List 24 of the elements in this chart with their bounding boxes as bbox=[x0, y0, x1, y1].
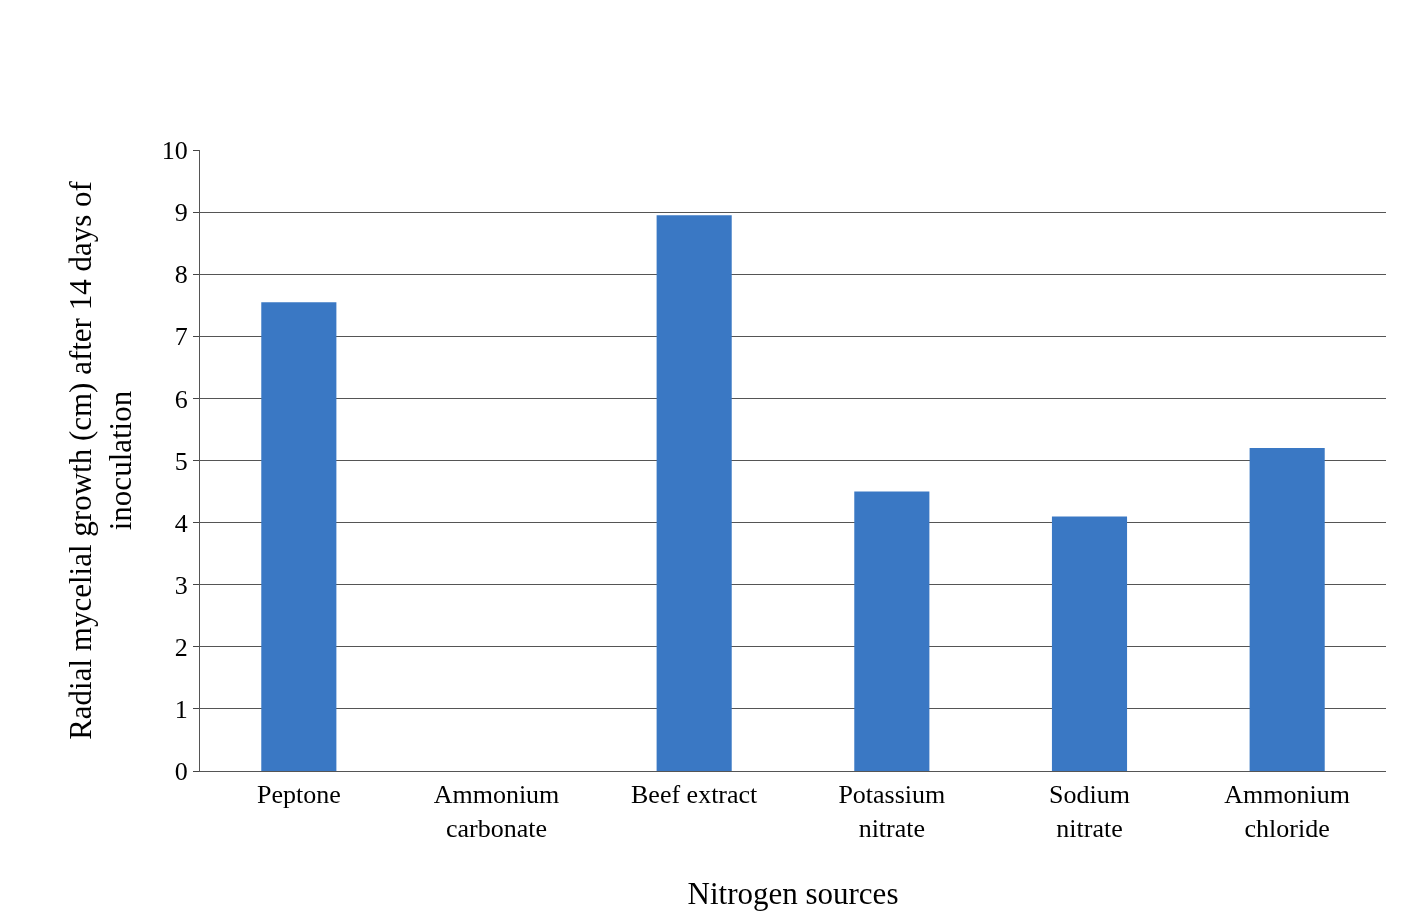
y-tick-label: 9 bbox=[174, 198, 188, 228]
x-tick-label: Peptone bbox=[256, 780, 341, 810]
bar bbox=[656, 215, 732, 771]
x-tick-label: Ammonium carbonate bbox=[433, 780, 560, 843]
x-tick-label: Beef extract bbox=[631, 780, 759, 810]
bar bbox=[1249, 448, 1325, 771]
bar bbox=[1051, 516, 1128, 771]
y-tick-label: 0 bbox=[174, 757, 188, 787]
x-tick-label: Sodium nitrate bbox=[1049, 780, 1130, 843]
y-tick-label: 5 bbox=[174, 446, 188, 476]
y-tick-label: 1 bbox=[174, 695, 188, 724]
y-tick-label: 3 bbox=[174, 570, 188, 600]
y-axis-title: Radial mycelial growth (cm) after 14 days of inoculation bbox=[63, 180, 139, 740]
y-tick-label: 6 bbox=[174, 384, 188, 414]
bar bbox=[261, 302, 337, 771]
bar bbox=[854, 491, 930, 771]
y-tick-label: 10 bbox=[161, 136, 188, 166]
y-tick-label: 8 bbox=[174, 260, 188, 290]
y-tick-label: 7 bbox=[174, 322, 188, 352]
x-tick-label: Potassium nitrate bbox=[838, 780, 946, 843]
y-tick-label: 4 bbox=[174, 508, 188, 538]
x-axis-title: Nitrogen sources bbox=[687, 876, 899, 912]
y-tick-label: 2 bbox=[174, 632, 188, 662]
x-tick-label: Ammonium chloride bbox=[1224, 780, 1351, 843]
